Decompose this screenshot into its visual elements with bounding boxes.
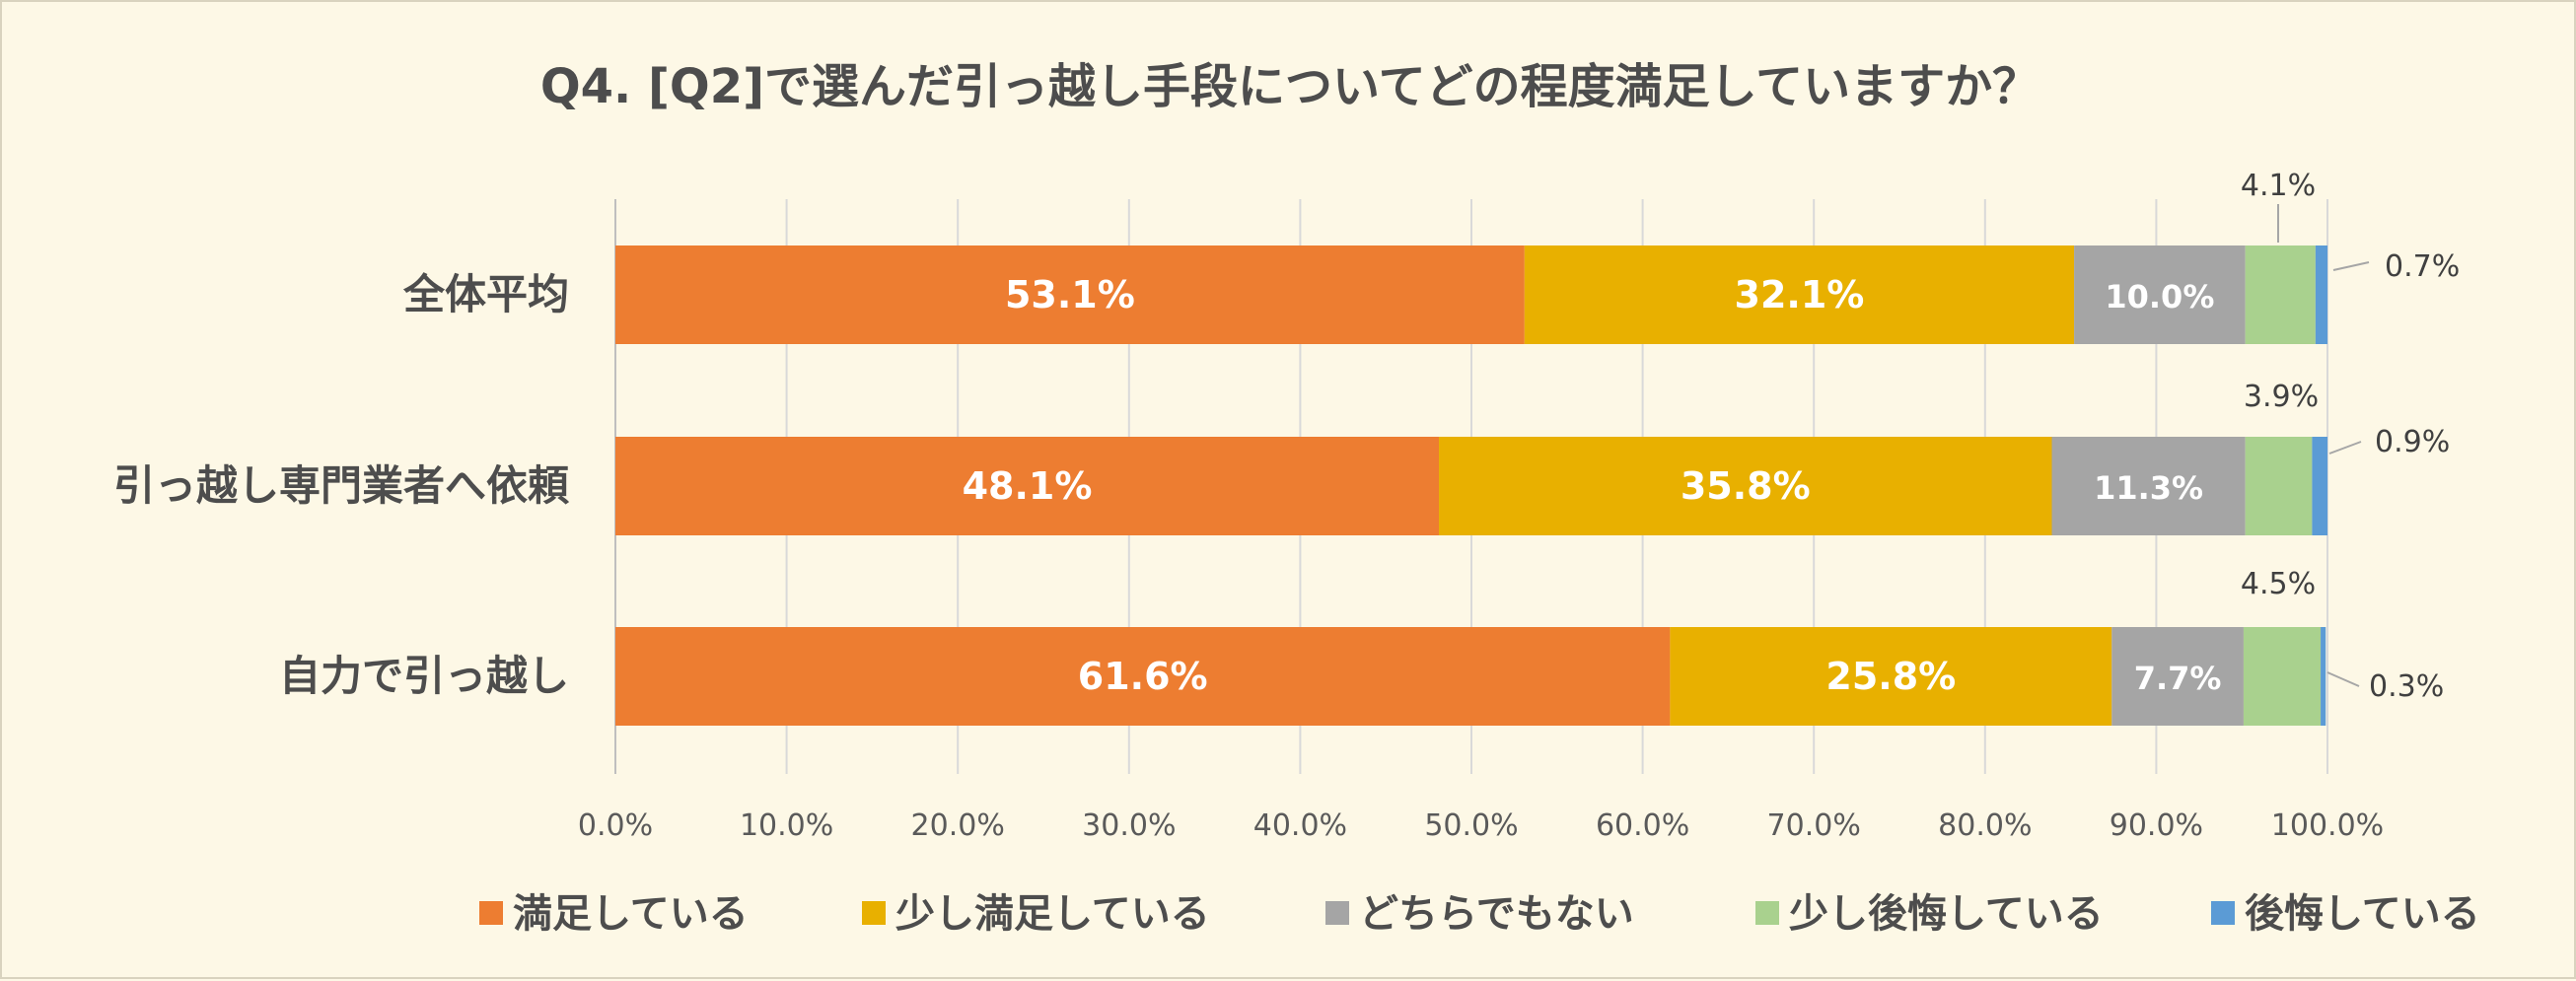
x-tick-label: 90.0%: [2110, 808, 2203, 843]
data-label: 0.9%: [2375, 425, 2450, 459]
bar-segment: [2315, 245, 2327, 344]
data-label: 53.1%: [1005, 273, 1135, 316]
data-label: 32.1%: [1735, 273, 1865, 316]
data-label: 61.6%: [1078, 655, 1208, 698]
legend-swatch: [479, 901, 503, 925]
data-label: 35.8%: [1681, 464, 1811, 508]
legend-label: 少し満足している: [895, 891, 1210, 937]
leader-line: [2326, 671, 2360, 687]
data-label: 11.3%: [2094, 469, 2203, 507]
x-tick-label: 20.0%: [911, 808, 1005, 843]
x-axis: 0.0% 10.0% 20.0% 30.0% 40.0% 50.0% 60.0% 70.0% 8…: [578, 808, 2384, 843]
leader-line: [2332, 261, 2370, 271]
bar-segment: [1524, 245, 2075, 344]
legend-swatch: [2211, 901, 2235, 925]
data-label: 4.1%: [2241, 169, 2316, 203]
data-label: 25.8%: [1825, 655, 1956, 698]
legend-label: 満足している: [513, 891, 749, 937]
bar-segment: [2074, 245, 2246, 344]
data-labels: 53.1% 32.1% 10.0% 4.1% 0.7% 48.1% 35.8% 11.3% 3.…: [963, 169, 2461, 704]
data-label: 0.3%: [2369, 669, 2444, 704]
x-tick-label: 60.0%: [1596, 808, 1689, 843]
data-label: 4.5%: [2241, 567, 2316, 601]
x-tick-label: 100.0%: [2271, 808, 2384, 843]
legend: 満足している 少し満足している どちらでもない 少し後悔している 後悔している: [479, 891, 2480, 937]
leader-line: [2328, 441, 2362, 455]
bar-segment: [2245, 245, 2316, 344]
data-label: 3.9%: [2244, 380, 2319, 414]
category-label: 引っ越し専門業者へ依頼: [113, 461, 570, 510]
legend-label: 少し後悔している: [1789, 891, 2104, 937]
bar-segment: [2051, 437, 2246, 535]
bar-segment: [1670, 627, 2112, 726]
bar-segment: [615, 627, 1671, 726]
legend-swatch: [1325, 901, 1349, 925]
bar-segment: [615, 437, 1440, 535]
x-tick-label: 50.0%: [1424, 808, 1518, 843]
x-tick-label: 80.0%: [1938, 808, 2032, 843]
data-label: 0.7%: [2385, 249, 2460, 284]
chart-title: Q4. [Q2]で選んだ引っ越し手段についてどの程度満足していますか？: [540, 59, 2039, 114]
bar-segment: [2245, 437, 2313, 535]
data-label: 48.1%: [963, 464, 1093, 508]
bar-segment: [615, 245, 1525, 344]
x-tick-label: 30.0%: [1082, 808, 1176, 843]
legend-label: どちらでもない: [1359, 891, 1634, 937]
bar-segment: [2312, 437, 2327, 535]
bar-segment: [1439, 437, 2052, 535]
x-tick-label: 0.0%: [578, 808, 653, 843]
x-tick-label: 10.0%: [740, 808, 833, 843]
category-label: 自力で引っ越し: [279, 652, 569, 700]
x-tick-label: 70.0%: [1767, 808, 1861, 843]
legend-label: 後悔している: [2245, 891, 2480, 937]
bar-segment: [2111, 627, 2244, 726]
legend-swatch: [1755, 901, 1779, 925]
data-label: 7.7%: [2134, 660, 2222, 697]
bars: [615, 245, 2327, 726]
category-label: 全体平均: [402, 270, 569, 318]
bar-segment: [2243, 627, 2322, 726]
legend-swatch: [862, 901, 886, 925]
bar-segment: [2321, 627, 2326, 726]
x-tick-label: 40.0%: [1253, 808, 1347, 843]
data-label: 10.0%: [2105, 278, 2214, 315]
